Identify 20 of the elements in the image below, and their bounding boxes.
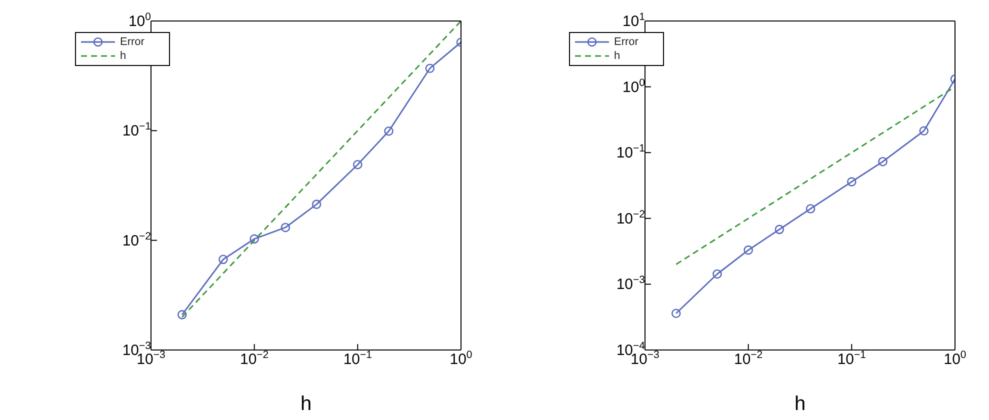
y-tick-label: 10$^{0}$ bbox=[622, 76, 646, 96]
y-tick-label: 10$^{−1}$ bbox=[122, 120, 152, 140]
legend-label: Error bbox=[614, 35, 638, 49]
x-tick-label: 10$^{0}$ bbox=[450, 349, 472, 368]
y-tick-label: 10$^{0}$ bbox=[128, 11, 152, 30]
x-tick-label: 10$^{−2}$ bbox=[240, 349, 269, 368]
y-tick-label: 10$^{−2}$ bbox=[616, 208, 646, 228]
legend-label: h bbox=[614, 49, 620, 63]
x-axis-title: h bbox=[300, 393, 312, 415]
y-tick-label: 10$^{1}$ bbox=[622, 11, 646, 30]
x-tick-label: 10$^{0}$ bbox=[944, 349, 966, 368]
legend-label: Error bbox=[120, 35, 144, 49]
x-axis-title: h bbox=[794, 393, 806, 415]
x-tick-label: 10$^{−2}$ bbox=[734, 349, 763, 368]
y-tick-label: 10$^{−3}$ bbox=[616, 274, 646, 294]
legend-label: h bbox=[120, 49, 126, 63]
y-tick-label: 10$^{−2}$ bbox=[122, 230, 152, 250]
x-tick-label: 10$^{−1}$ bbox=[837, 349, 866, 368]
x-tick-label: 10$^{−1}$ bbox=[343, 349, 372, 368]
y-tick-label: 10$^{−1}$ bbox=[616, 142, 646, 162]
